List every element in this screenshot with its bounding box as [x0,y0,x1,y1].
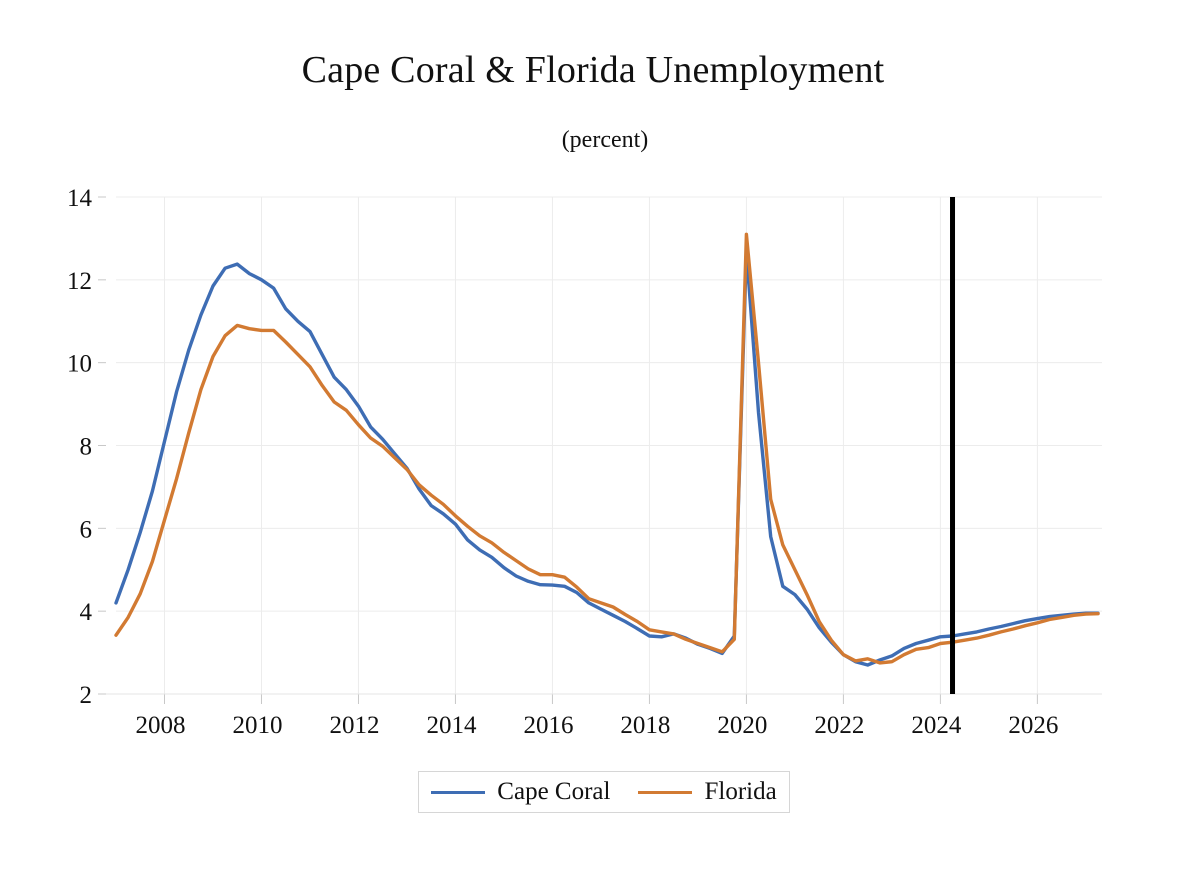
x-tick-label: 2008 [135,712,185,739]
y-tick-label: 2 [80,682,93,709]
series-line-cape-coral [114,249,1100,667]
y-tick-label: 12 [67,268,92,295]
series-lines [114,232,1100,667]
y-tick-label: 10 [67,351,92,378]
legend-label-cape-coral: Cape Coral [497,778,611,805]
y-tick-label: 14 [67,185,93,212]
x-tick-label: 2020 [717,712,767,739]
legend: Cape Coral Florida [418,771,790,813]
chart-subtitle: (percent) [561,127,649,153]
legend-entry-florida: Florida [638,778,777,806]
legend-swatch-florida [638,790,693,794]
y-tick-label: 6 [80,516,93,543]
legend-label-florida: Florida [704,778,777,805]
y-tick-label: 8 [80,434,93,461]
axes: 2 4 6 8 10 12 14 2008 2010 2012 2014 2016 2018 2020 20… [67,185,1102,739]
chart-title: Cape Coral & Florida Unemployment [301,49,885,91]
x-tick-label: 2012 [329,712,379,739]
y-tick-label: 4 [80,599,93,626]
x-tick-label: 2016 [523,712,573,739]
series-line-florida [114,232,1100,665]
x-tick-label: 2026 [1008,712,1058,739]
legend-swatch-cape-coral [431,790,486,794]
x-tick-label: 2010 [232,712,282,739]
x-tick-label: 2018 [620,712,670,739]
x-tick-label: 2022 [814,712,864,739]
x-tick-label: 2014 [426,712,477,739]
x-tick-label: 2024 [911,712,962,739]
legend-entry-cape-coral: Cape Coral [431,778,610,806]
